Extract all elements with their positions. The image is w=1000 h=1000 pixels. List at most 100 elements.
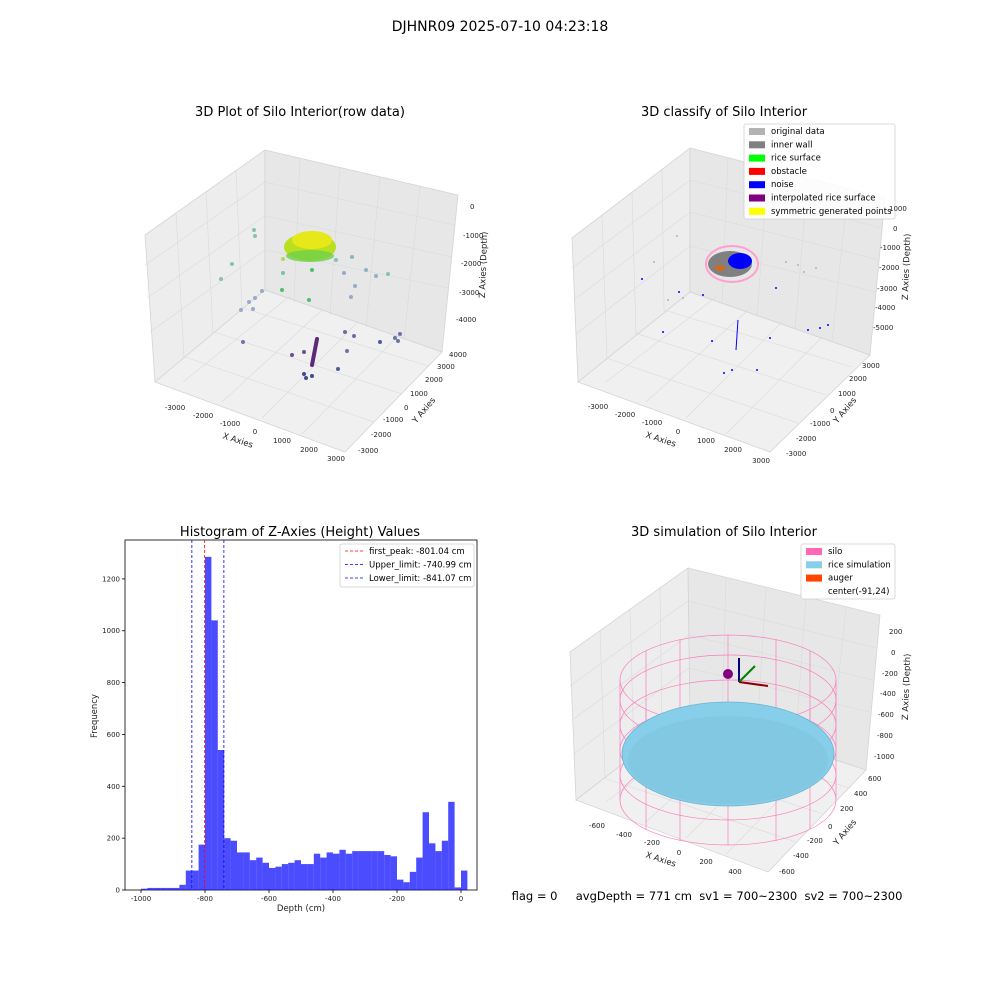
classify-3d-panel: 3D classify of Silo Interior <box>571 105 913 465</box>
raw-xtick: 1000 <box>273 437 291 445</box>
classify-noise-point <box>723 372 725 374</box>
classify-xtick: 3000 <box>752 457 770 465</box>
raw-zlabel: Z Axies (Depth) <box>478 231 490 298</box>
raw-grid <box>144 157 456 435</box>
simulation-legend-items: silo rice simulation auger center(-91,24) <box>806 547 891 597</box>
legend-label: rice simulation <box>828 560 891 570</box>
classify-original-point <box>676 235 678 237</box>
histogram-xtick-label: -800 <box>197 895 213 903</box>
histogram-bar <box>307 864 314 890</box>
raw-point <box>364 268 368 272</box>
raw-rice-surface-top <box>292 231 332 249</box>
simulation-xtick: 400 <box>728 868 741 876</box>
histogram-xlabel: Depth (cm) <box>277 904 325 914</box>
simulation-ztick: -1000 <box>874 753 894 761</box>
classify-original-point <box>803 271 805 273</box>
classify-ylabel: Y Axies <box>831 395 859 426</box>
raw-ylabel: Y Axies <box>410 395 438 426</box>
histogram-bar <box>141 888 148 890</box>
legend-label: interpolated rice surface <box>771 194 876 204</box>
histogram-bar <box>416 857 423 890</box>
classify-ztick: -1000 <box>880 244 900 252</box>
raw-xtick: 3000 <box>327 455 345 463</box>
raw-point <box>352 334 356 338</box>
simulation-ztick: 0 <box>891 649 895 657</box>
raw-point <box>345 349 349 353</box>
auger-center-marker <box>723 669 733 679</box>
auger-axis-y <box>738 665 756 683</box>
histogram-bar <box>397 879 404 890</box>
histogram-bar <box>211 620 218 890</box>
raw-point <box>247 300 251 304</box>
histogram-ytick-label: 600 <box>107 731 120 739</box>
histogram-ytick-label: 1200 <box>102 575 120 583</box>
raw-point <box>302 372 306 376</box>
raw-point <box>349 295 353 299</box>
raw-ytick: 2000 <box>425 376 443 384</box>
classify-original-point <box>667 299 669 301</box>
raw-xtick: -1000 <box>220 420 240 428</box>
raw-point <box>342 271 346 275</box>
classify-noise-point <box>702 294 704 296</box>
histogram-legend-label: Upper_limit: -740.99 cm <box>369 561 472 571</box>
raw-ytick: -2000 <box>371 431 391 439</box>
classify-ytick: 2000 <box>849 375 867 383</box>
histogram-bar <box>409 871 417 890</box>
histogram-bar <box>166 887 173 890</box>
classify-panel-title: 3D classify of Silo Interior <box>641 105 808 120</box>
classify-ztick: -2000 <box>879 264 899 272</box>
classify-ytick: 1000 <box>838 390 856 398</box>
legend-swatch <box>749 154 765 162</box>
classify-silo-ring <box>705 245 759 283</box>
simulation-ztick: 200 <box>889 628 902 636</box>
histogram-xtick-label: -200 <box>389 895 405 903</box>
histogram-bar <box>365 851 372 890</box>
histogram-bar <box>435 851 442 890</box>
classify-ztick: 0 <box>893 225 897 233</box>
histogram-bar <box>301 864 308 890</box>
histogram-bar <box>345 853 353 890</box>
classify-ytick: -3000 <box>786 450 806 458</box>
histogram-plot-area <box>124 539 478 891</box>
histogram-x-ticks: -1000 -800 -600 -400 -200 0 <box>131 890 463 903</box>
raw-point <box>343 330 347 334</box>
histogram-bar <box>173 887 180 890</box>
histogram-bar <box>160 887 167 890</box>
classify-ztick: -5000 <box>873 324 893 332</box>
histogram-bar <box>313 853 321 890</box>
legend-swatch <box>806 574 822 582</box>
raw-point <box>230 262 234 266</box>
classify-original-point <box>785 261 787 263</box>
legend-label: symmetric generated points <box>771 207 892 217</box>
simulation-ztick: -200 <box>882 670 898 678</box>
simulation-ztick: -400 <box>880 690 896 698</box>
raw-point <box>398 332 402 336</box>
raw-point <box>386 272 390 276</box>
raw-ytick: -3000 <box>358 447 378 455</box>
legend-swatch <box>806 548 822 555</box>
histogram-ytick-label: 0 <box>116 887 120 895</box>
histogram-bar <box>243 852 250 890</box>
classify-ytick: -2000 <box>796 435 816 443</box>
raw-ytick: 1000 <box>410 390 428 398</box>
raw-point <box>396 339 400 343</box>
raw-point <box>302 350 306 354</box>
histogram-bar <box>224 838 231 890</box>
histogram-bar <box>339 849 346 890</box>
classify-noise-point <box>678 291 680 293</box>
histogram-bar <box>441 840 449 890</box>
raw-point <box>239 308 243 312</box>
raw-point <box>336 367 340 371</box>
raw-point <box>260 289 264 293</box>
classify-ytick: -1000 <box>810 420 830 428</box>
raw-ztick: -4000 <box>456 316 476 324</box>
histogram-panel: Histogram of Z-Axies (Height) Values -10… <box>90 525 478 914</box>
classify-legend: original data inner wall rice surface obsta… <box>743 123 896 220</box>
histogram-bar <box>352 851 359 890</box>
raw-purple-column <box>310 337 319 367</box>
classify-xtick: 0 <box>676 428 680 436</box>
raw-xtick: 0 <box>253 428 257 436</box>
histogram-bar <box>358 851 365 890</box>
classify-ztick: -3000 <box>877 285 897 293</box>
histogram-bar <box>237 852 244 890</box>
